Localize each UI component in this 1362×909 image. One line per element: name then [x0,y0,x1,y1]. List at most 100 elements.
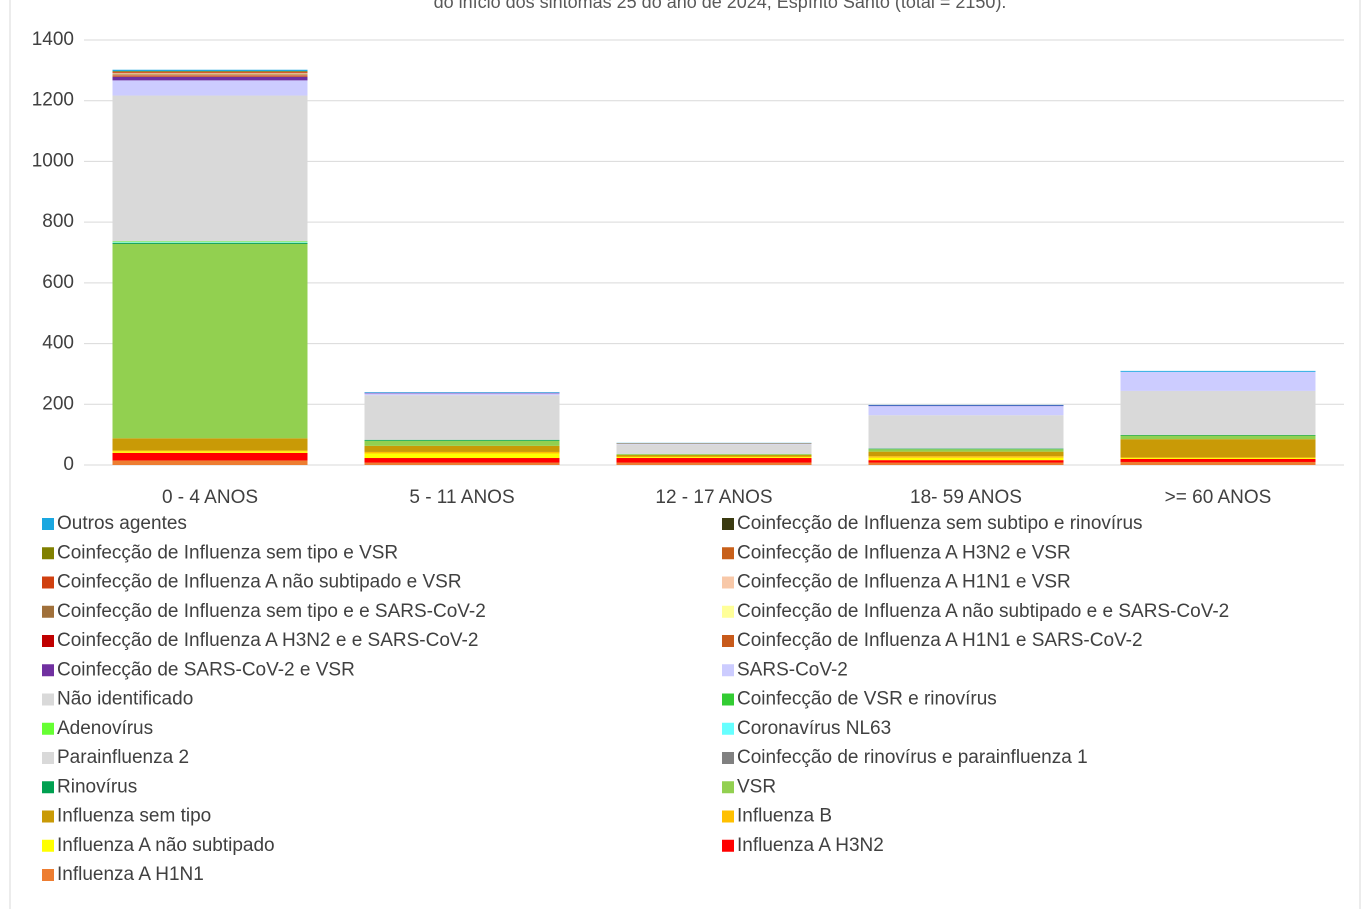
legend-label: Coinfecção de Influenza sem tipo e VSR [57,542,398,563]
legend-swatch [42,635,54,647]
bar-segment [868,460,1064,463]
bar-segment [364,395,560,440]
bar-segment [112,243,308,244]
legend-label: Coinfecção de Influenza A H1N1 e VSR [737,572,1071,593]
legend-swatch [722,781,734,794]
legend-swatch [722,547,734,560]
legend-swatch [42,664,54,677]
bar-segment [364,445,560,452]
legend-swatch [722,664,734,677]
bar-segment [112,72,308,74]
legend-label: Coinfecção de SARS-CoV-2 e VSR [57,659,355,680]
bar-segment [616,458,812,463]
bar-segment [1120,390,1316,435]
bar-segment [112,452,308,461]
bar-segment [112,75,308,77]
legend-label: Coinfecção de Influenza sem tipo e e SAR… [57,601,486,622]
legend-label: Coinfecção de Influenza A H3N2 e e SARS-… [57,630,478,651]
legend-label: Rinovírus [57,776,137,797]
bar-segment [112,451,308,453]
y-tick-label: 400 [42,333,74,354]
bar-segment [868,457,1064,461]
bar-segment [112,73,308,74]
bar-segment [364,451,560,454]
bar-segment [616,454,812,457]
bar-segment [364,439,560,441]
legend-label: Influenza A não subtipado [57,835,275,856]
bar-segment [112,241,308,243]
bar-segment [112,438,308,451]
legend-swatch [42,869,54,881]
legend-swatch [42,781,54,794]
bar-segment [364,440,560,446]
legend-swatch [722,518,734,530]
bar-segment [112,244,308,439]
legend-swatch [722,693,734,706]
bar-segment [868,451,1064,457]
bar-segment [868,449,1064,452]
bar-segment [364,458,560,463]
legend-label: Não identificado [57,689,193,710]
bar-segment [868,406,1064,416]
bar-segment [868,404,1064,406]
bar-segment [112,460,308,465]
bar-segment [616,444,812,455]
bar-segment [1120,458,1316,462]
legend-label: Influenza A H3N2 [737,835,884,856]
x-tick-label: 18- 59 ANOS [910,487,1022,508]
chart-title: do início dos sintomas 25 do ano de 2024… [434,0,1007,12]
legend-swatch [42,576,54,589]
y-tick-label: 1000 [32,150,74,171]
legend-swatch [722,810,734,823]
bar-segment [364,393,560,396]
legend-label: Influenza sem tipo [57,806,211,827]
bar-segment [868,448,1064,450]
legend-label: Parainfluenza 2 [57,747,189,768]
legend-label: Coinfecção de Influenza sem subtipo e ri… [737,513,1143,534]
legend-swatch [42,810,54,823]
legend-label: Adenovírus [57,718,153,739]
bar-segment [112,95,308,242]
legend-swatch [722,605,734,618]
legend-swatch [42,518,54,530]
legend-label: Coronavírus NL63 [737,718,891,739]
bar-segment [616,454,812,455]
legend-label: Coinfecção de Influenza A H3N2 e VSR [737,542,1071,563]
bar-segment [616,457,812,459]
bar-segment [1120,370,1316,372]
bar-segment [1120,458,1316,459]
legend-swatch [42,693,54,706]
bar-segment [1120,461,1316,465]
bar-segment [868,415,1064,449]
bar-segment [364,462,560,465]
legend-label: Coinfecção de rinovírus e parainfluenza … [737,747,1088,768]
bar-segment [112,75,308,76]
bar-segment [1120,434,1316,436]
legend-label: Coinfecção de VSR e rinovírus [737,689,997,710]
bar-segment [868,405,1064,407]
legend-swatch [42,752,54,764]
legend-swatch [42,605,54,618]
x-tick-label: 0 - 4 ANOS [162,487,258,508]
legend-swatch [42,839,54,852]
bar-segment [616,443,812,444]
bar-segment [1120,439,1316,458]
x-tick-label: >= 60 ANOS [1165,487,1272,508]
bar-segment [616,462,812,465]
bar-segment [1120,371,1316,391]
legend-label: Coinfecção de Influenza A H1N1 e SARS-Co… [737,630,1143,651]
legend-swatch [722,722,734,735]
y-tick-label: 0 [63,454,74,475]
bar-segment [364,453,560,459]
legend-label: Influenza B [737,806,832,827]
bar-segment [364,392,560,394]
y-tick-label: 1200 [32,90,74,111]
legend-swatch [722,839,734,852]
legend-label: Influenza A H1N1 [57,864,204,885]
legend-label: Coinfecção de Influenza A não subtipado … [737,601,1229,622]
legend-label: SARS-CoV-2 [737,659,848,680]
x-tick-label: 12 - 17 ANOS [655,487,772,508]
bar-segment [868,456,1064,458]
bar-segment [1120,435,1316,440]
